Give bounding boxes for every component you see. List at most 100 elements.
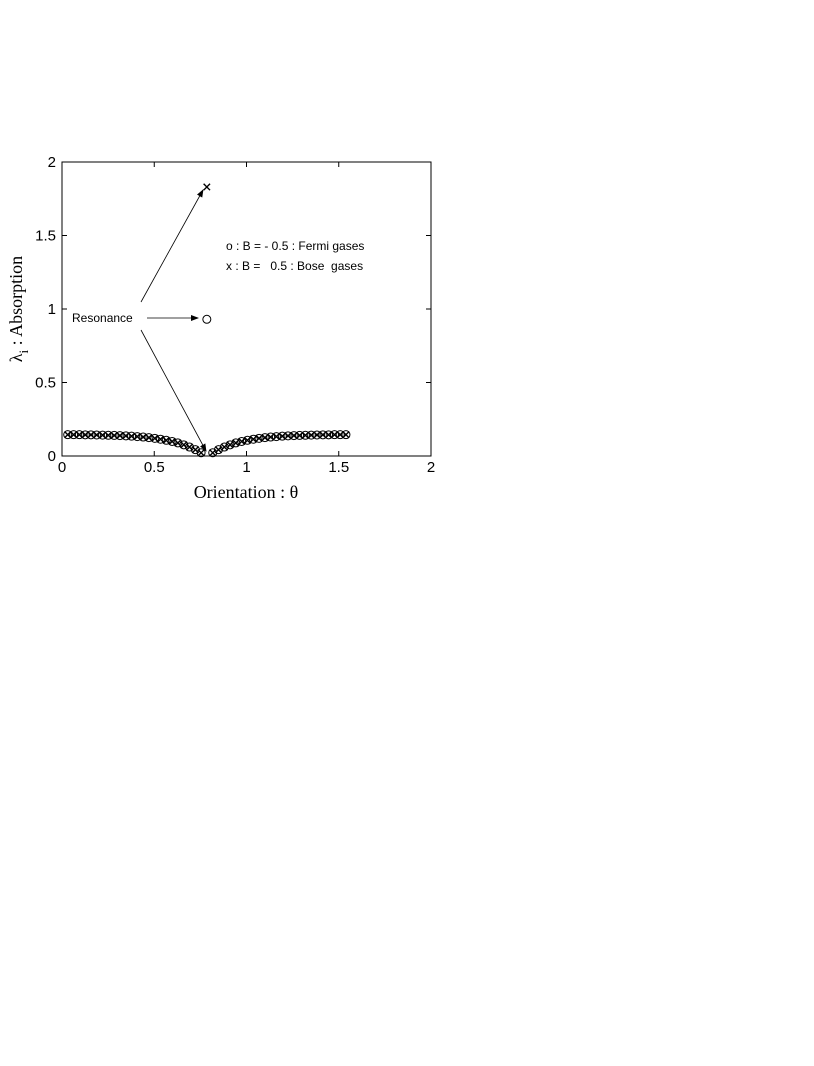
marker-x [249,435,258,443]
marker-o [132,432,142,442]
marker-x [98,431,107,439]
marker-x [243,436,252,444]
marker-x [336,430,344,439]
marker-o [318,430,328,440]
marker-o [74,430,84,440]
annotation: Resonance [72,311,133,325]
y-label-subscript: i [16,349,31,353]
marker-x [272,432,281,441]
marker-x [301,431,310,439]
marker-x [191,445,200,454]
marker-x [92,431,101,439]
marker-x [203,183,211,191]
marker-x [185,443,194,451]
arrow [140,329,207,452]
marker-x [69,430,78,439]
y-label-text: : Absorption [6,256,26,350]
marker-x [295,431,304,440]
marker-x [174,439,182,447]
marker-x [75,430,84,439]
y-tick-label: 2 [48,154,56,171]
marker-o [312,430,322,440]
marker-o [300,430,310,440]
marker-o [86,430,96,440]
marker-o [127,431,137,441]
marker-o [341,430,351,440]
marker-o [202,314,212,324]
marker-x [238,437,246,446]
marker-o [63,430,73,440]
marker-x [232,439,240,447]
x-axis-label: Orientation : θ [194,482,299,502]
marker-x [64,430,72,439]
y-tick-label: 0 [48,448,56,465]
marker-o [330,430,340,440]
plot-frame [61,161,432,457]
marker-x [87,431,95,439]
marker-o [295,430,305,440]
marker-o [144,433,154,443]
marker-o [283,431,293,441]
x-tick-label: 1.5 [328,459,349,476]
marker-x [324,431,333,439]
marker-o [277,431,287,441]
marker-x [266,433,275,441]
marker-x [319,431,327,439]
marker-o [80,430,90,440]
marker-x [290,431,298,440]
marker-x [220,443,229,451]
y-tick-label: 1 [48,301,56,318]
marker-x [122,432,130,440]
marker-x [255,434,263,443]
marker-x [145,433,153,442]
marker-x [197,449,205,457]
marker-x [342,430,350,439]
marker-o [121,431,131,441]
marker-x [214,445,223,454]
x-tick-label: 0 [58,459,66,476]
marker-x [110,431,118,440]
marker-x [116,431,124,440]
marker-x [151,434,159,443]
marker-o [138,432,148,442]
marker-x [81,431,89,439]
marker-o [115,431,125,441]
marker-x [313,431,321,439]
legend-entry: x : B = 0.5 : Bose gases [226,259,363,273]
marker-x [278,432,286,440]
marker-o [98,430,108,440]
y-tick-label: 1.5 [35,228,56,245]
marker-o [335,430,345,440]
marker-x [168,437,176,446]
marker-x [307,431,315,439]
marker-o [306,430,316,440]
marker-x [133,432,141,441]
marker-x [162,436,170,444]
annotation-arrows [140,189,207,452]
marker-x [127,432,136,440]
marker-x [104,431,113,439]
marker-o [271,432,281,442]
marker-x [330,430,339,439]
marker-o [103,430,113,440]
y-axis-label: λi : Absorption [6,256,31,362]
marker-o [92,430,102,440]
marker-o [196,448,206,458]
marker-o [289,431,299,441]
marker-x [156,435,165,443]
x-tick-label: 0.5 [144,459,165,476]
marker-x [209,449,217,457]
marker-x [226,441,234,449]
marker-o [266,432,276,442]
marker-x [284,432,292,440]
arrow [140,189,204,303]
marker-o [260,433,270,443]
marker-o [208,448,218,458]
y-label-symbol: λ [6,353,26,362]
marker-o [324,430,334,440]
marker-o [109,430,119,440]
marker-x [180,441,188,449]
x-tick-label: 2 [427,459,435,476]
